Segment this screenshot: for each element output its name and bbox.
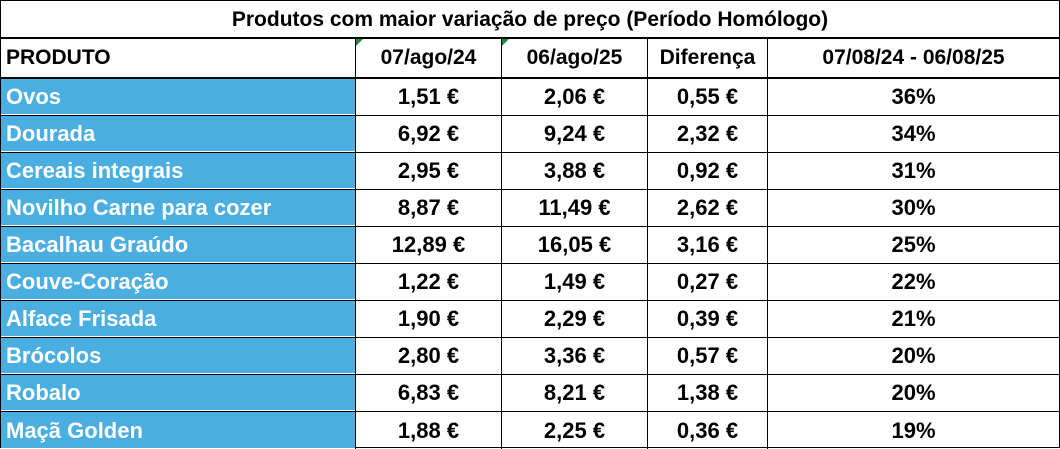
price-2024-cell: 2,80 €: [356, 338, 502, 374]
price-2024-cell: 12,89 €: [356, 227, 502, 263]
comment-marker-icon: [502, 39, 509, 46]
comment-marker-icon: [356, 39, 363, 46]
variation-percent-cell: 20%: [891, 380, 936, 405]
table-row: Brócolos 2,80 €3,36 €0,57 € 20%: [1, 338, 1059, 375]
price-2024-cell: 1,22 €: [356, 264, 502, 300]
price-2025-cell: 16,05 €: [502, 227, 648, 263]
difference-cell: 3,16 €: [648, 227, 768, 263]
price-2024-cell: 8,87 €: [356, 190, 502, 226]
variation-percent-cell: 21%: [891, 306, 936, 331]
variation-percent-cell: 19%: [891, 417, 936, 443]
variation-percent-cell: 25%: [891, 232, 936, 257]
price-2025-cell: 1,49 €: [502, 264, 648, 300]
variation-percent-cell: 31%: [891, 158, 936, 183]
header-period: 07/08/24 - 06/08/25: [822, 46, 1005, 69]
variation-percent-cell: 22%: [891, 269, 936, 294]
header-date-2024-label: 07/ago/24: [380, 46, 477, 69]
price-2025-cell: 3,36 €: [502, 338, 648, 374]
table-row: Cereais integrais 2,95 €3,88 €0,92 € 31%: [1, 153, 1059, 190]
table-row: Ovos 1,51 €2,06 €0,55 € 36%: [1, 79, 1059, 116]
price-2024-cell: 2,95 €: [356, 153, 502, 189]
product-cell: Maçã Golden: [1, 412, 356, 449]
price-2025-cell: 8,21 €: [502, 375, 648, 411]
difference-cell: 2,32 €: [648, 116, 768, 152]
table-row: Novilho Carne para cozer 8,87 €11,49 €2,6…: [1, 190, 1059, 227]
price-2025-cell: 3,88 €: [502, 153, 648, 189]
product-cell: Robalo: [1, 375, 356, 411]
table-row: Couve-Coração 1,22 €1,49 €0,27 € 22%: [1, 264, 1059, 301]
header-date-2024: 07/ago/24: [356, 39, 502, 77]
price-2024-cell: 1,51 €: [356, 79, 502, 115]
price-2024-cell: 6,83 €: [356, 375, 502, 411]
product-cell: Dourada: [1, 116, 356, 152]
product-cell: Novilho Carne para cozer: [1, 190, 356, 226]
product-cell: Alface Frisada: [1, 301, 356, 337]
difference-cell: 1,38 €: [648, 375, 768, 411]
header-date-2025-label: 06/ago/25: [526, 46, 623, 69]
product-cell: Cereais integrais: [1, 153, 356, 189]
header-row: PRODUTO 07/ago/24 06/ago/25 Diferença 07…: [1, 39, 1059, 79]
price-2025-cell: 11,49 €: [502, 190, 648, 226]
price-2025-cell: 9,24 €: [502, 116, 648, 152]
price-2024-cell: 6,92 €: [356, 116, 502, 152]
price-2025-cell: 2,25 €: [502, 412, 648, 449]
variation-percent-cell: 20%: [891, 343, 936, 368]
difference-cell: 2,62 €: [648, 190, 768, 226]
table-body: Ovos 1,51 €2,06 €0,55 € 36% Dourada 6,92 €9,…: [1, 79, 1059, 449]
product-cell: Ovos: [1, 79, 356, 115]
product-cell: Bacalhau Graúdo: [1, 227, 356, 263]
difference-cell: 0,57 €: [648, 338, 768, 374]
header-date-2025: 06/ago/25: [502, 39, 648, 77]
variation-percent-cell: 36%: [891, 84, 936, 109]
table-row: Alface Frisada 1,90 €2,29 €0,39 € 21%: [1, 301, 1059, 338]
header-diferenca: Diferença: [648, 39, 768, 77]
table-row: Bacalhau Graúdo 12,89 €16,05 €3,16 € 25%: [1, 227, 1059, 264]
product-cell: Brócolos: [1, 338, 356, 374]
product-cell: Couve-Coração: [1, 264, 356, 300]
price-2024-cell: 1,88 €: [356, 412, 502, 449]
table-row: Maçã Golden 1,88 €2,25 €0,36 € 19%: [1, 412, 1059, 449]
price-2025-cell: 2,06 €: [502, 79, 648, 115]
price-2024-cell: 1,90 €: [356, 301, 502, 337]
price-2025-cell: 2,29 €: [502, 301, 648, 337]
difference-cell: 0,36 €: [648, 412, 768, 449]
variation-percent-cell: 34%: [891, 121, 936, 146]
header-produto: PRODUTO: [1, 39, 356, 77]
difference-cell: 0,27 €: [648, 264, 768, 300]
difference-cell: 0,92 €: [648, 153, 768, 189]
variation-percent-cell: 30%: [891, 195, 936, 220]
difference-cell: 0,55 €: [648, 79, 768, 115]
table-row: Robalo 6,83 €8,21 €1,38 € 20%: [1, 375, 1059, 412]
table-row: Dourada 6,92 €9,24 €2,32 € 34%: [1, 116, 1059, 153]
difference-cell: 0,39 €: [648, 301, 768, 337]
table-title: Produtos com maior variação de preço (Pe…: [1, 1, 1059, 39]
